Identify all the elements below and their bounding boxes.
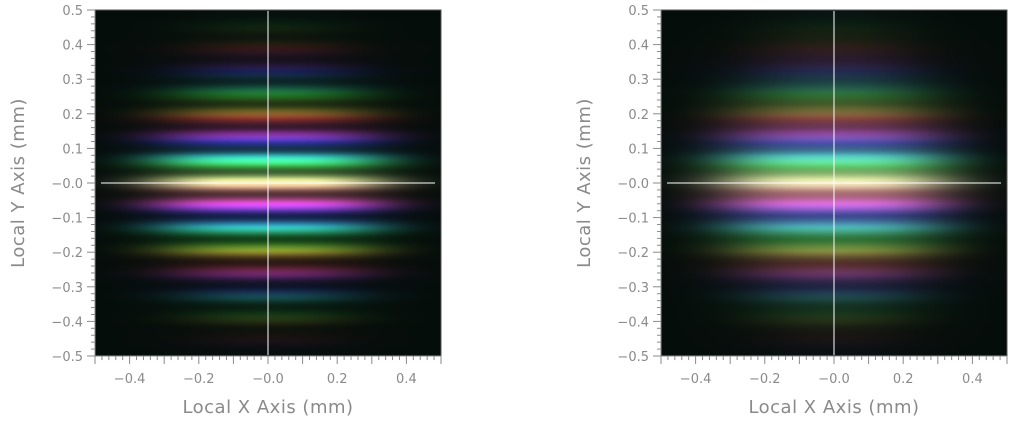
left-fringe-plot: 0.50.40.30.20.1−0.0−0.1−0.2−0.3−0.4−0.5 …: [8, 4, 442, 418]
y-tick-label: 0.4: [62, 39, 83, 54]
x-tick-label: −0.2: [749, 372, 781, 387]
left-y-axis: 0.5 0.4 0.3 0.2 0.1 −0.0 −0.1 −0.2 −0.3 −0.4 −0.5: [51, 4, 96, 365]
x-tick-label: −0.0: [818, 372, 850, 387]
x-tick-label: −0.0: [252, 372, 284, 387]
y-tick-label: 0.2: [62, 108, 83, 123]
x-tick-label: 0.2: [893, 372, 914, 387]
left-y-axis-title: Local Y Axis (mm): [8, 98, 29, 268]
y-tick-label: 0.2: [628, 108, 649, 123]
y-tick-label: 0.5: [62, 4, 83, 19]
right-y-axis-title: Local Y Axis (mm): [574, 98, 595, 268]
x-tick-label: −0.2: [183, 372, 215, 387]
y-tick-label: 0.3: [62, 73, 83, 88]
x-tick-label: −0.4: [114, 372, 146, 387]
x-tick-label: 0.2: [327, 372, 348, 387]
y-tick-label: −0.2: [51, 246, 83, 261]
right-x-axis-title: Local X Axis (mm): [748, 397, 919, 418]
y-tick-label: 0.1: [628, 142, 649, 157]
x-tick-label: 0.4: [396, 372, 417, 387]
left-x-axis-title: Local X Axis (mm): [182, 397, 353, 418]
y-tick-label: −0.0: [617, 177, 649, 192]
y-tick-label: 0.5: [628, 4, 649, 19]
y-tick-label: −0.4: [617, 315, 649, 330]
right-y-axis: 0.5 0.4 0.3 0.2 0.1 −0.0 −0.1 −0.2 −0.3 −0.4 −0.5: [617, 4, 662, 365]
x-tick-label: 0.4: [962, 372, 983, 387]
right-x-axis: −0.4 −0.2 −0.0 0.2 0.4: [660, 355, 1008, 387]
left-x-axis: −0.4 −0.2 −0.0 0.2 0.4: [94, 355, 442, 387]
y-tick-label: −0.3: [51, 281, 83, 296]
y-tick-label: 0.3: [628, 73, 649, 88]
y-tick-label: 0.1: [62, 142, 83, 157]
x-tick-label: −0.4: [680, 372, 712, 387]
y-tick-label: −0.2: [617, 246, 649, 261]
y-tick-label: −0.5: [617, 350, 649, 365]
y-tick-label: −0.4: [51, 315, 83, 330]
y-tick-label: −0.3: [617, 281, 649, 296]
y-tick-label: −0.0: [51, 177, 83, 192]
right-fringe-plot: 0.50.40.30.20.1−0.0−0.1−0.2−0.3−0.4−0.5 …: [574, 4, 1008, 418]
y-tick-label: −0.1: [617, 212, 649, 227]
y-tick-label: −0.5: [51, 350, 83, 365]
y-tick-label: 0.4: [628, 39, 649, 54]
y-tick-label: −0.1: [51, 212, 83, 227]
